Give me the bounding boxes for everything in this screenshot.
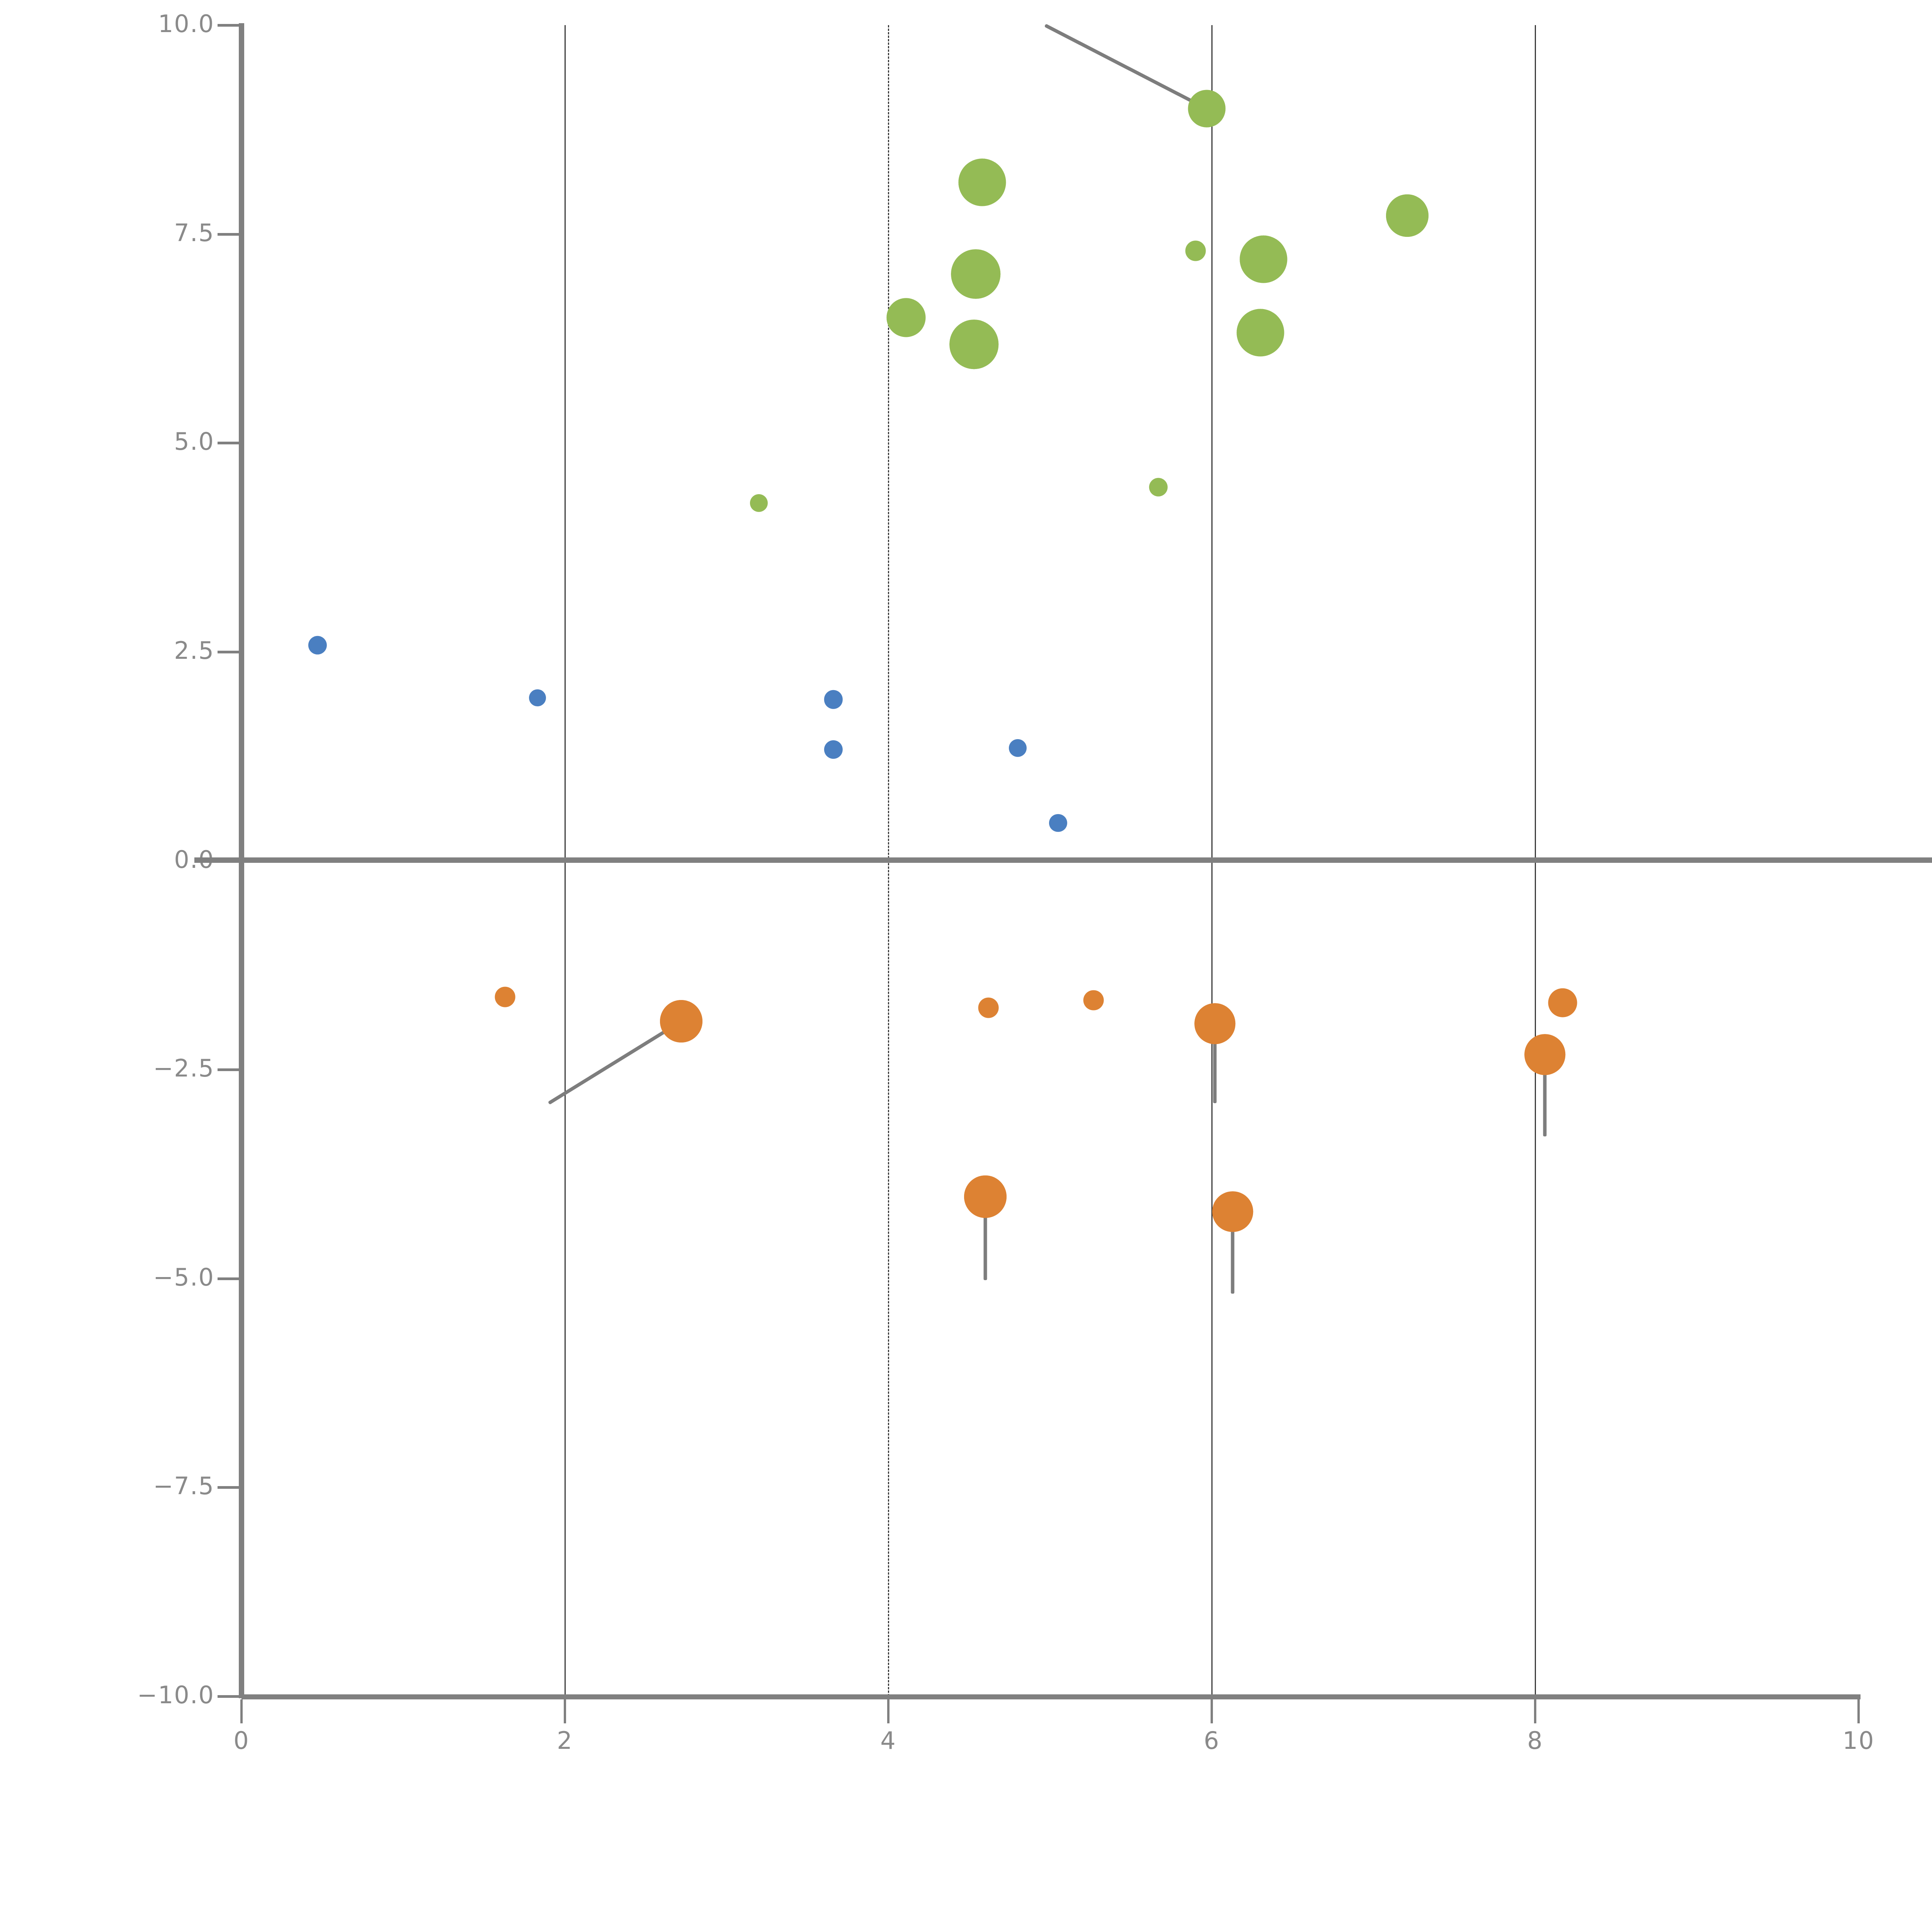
value-stem-line xyxy=(983,1196,987,1281)
scatter-point-orange[interactable] xyxy=(1083,990,1104,1011)
value-stem-line xyxy=(1543,1054,1547,1137)
x-axis-tick-label: 10 xyxy=(1842,1726,1875,1755)
scatter-point-blue[interactable] xyxy=(529,689,546,706)
scatter-point-orange-overlay[interactable] xyxy=(964,1175,1007,1218)
scatter-point-green-overlay[interactable] xyxy=(958,158,1006,206)
y-axis-tick-label: 10.0 xyxy=(158,10,214,38)
scatter-point-green[interactable] xyxy=(750,494,768,512)
x-tick-mark xyxy=(1211,1699,1213,1723)
x-axis-tick-label: 0 xyxy=(233,1726,250,1755)
scatter-point-orange-overlay[interactable] xyxy=(1212,1191,1253,1232)
y-tick-mark xyxy=(218,1277,242,1280)
scatter-point-blue[interactable] xyxy=(1009,739,1027,757)
y-tick-mark xyxy=(218,1486,242,1489)
scatter-point-green-overlay[interactable] xyxy=(1240,235,1287,283)
x-axis-tick-label: 2 xyxy=(557,1726,573,1755)
x-tick-mark xyxy=(1857,1699,1860,1723)
y-axis-tick-label: 2.5 xyxy=(174,636,214,665)
leader-line xyxy=(1044,24,1208,111)
scatter-point-orange[interactable] xyxy=(978,997,999,1018)
value-stem-line xyxy=(1213,1024,1217,1103)
y-tick-mark xyxy=(218,1695,242,1698)
scatter-point-blue[interactable] xyxy=(308,636,327,655)
scatter-point-green-overlay[interactable] xyxy=(1188,90,1226,128)
y-axis-tick-label: −5.0 xyxy=(153,1263,214,1291)
scatter-point-orange[interactable] xyxy=(495,986,515,1007)
y-tick-mark xyxy=(218,24,242,27)
value-stem-line xyxy=(1231,1211,1235,1294)
x-axis-spine xyxy=(242,1694,1861,1699)
y-axis-tick-label: −10.0 xyxy=(137,1681,214,1709)
scatter-point-green-overlay[interactable] xyxy=(886,298,926,337)
scatter-point-orange-overlay[interactable] xyxy=(1524,1034,1565,1075)
zero-reference-line xyxy=(194,857,1932,863)
x-axis-tick-label: 4 xyxy=(880,1726,896,1755)
y-axis-tick-label: 7.5 xyxy=(174,218,214,247)
scatter-point-green[interactable] xyxy=(1185,240,1206,261)
y-axis-tick-label: −2.5 xyxy=(153,1054,214,1083)
scatter-point-blue[interactable] xyxy=(1049,814,1067,832)
x-tick-mark xyxy=(887,1699,889,1723)
x-axis-tick-label: 8 xyxy=(1527,1726,1543,1755)
scatter-point-blue[interactable] xyxy=(824,690,843,709)
x-tick-mark xyxy=(1534,1699,1536,1723)
x-tick-mark xyxy=(240,1699,243,1723)
y-axis-tick-label: −7.5 xyxy=(153,1472,214,1500)
y-axis-tick-label: 5.0 xyxy=(174,427,214,456)
x-axis-tick-label: 6 xyxy=(1204,1726,1220,1755)
leader-line xyxy=(548,1020,682,1105)
scatter-point-orange-overlay[interactable] xyxy=(1194,1003,1236,1044)
scatter-point-orange[interactable] xyxy=(1548,988,1577,1017)
scatter-point-orange-overlay[interactable] xyxy=(660,1000,703,1043)
y-tick-mark xyxy=(218,650,242,653)
scatter-point-green-overlay[interactable] xyxy=(951,249,1000,299)
scatter-point-green-overlay[interactable] xyxy=(1386,194,1429,237)
scatter-point-blue[interactable] xyxy=(824,740,843,759)
y-tick-mark xyxy=(218,1068,242,1071)
x-tick-mark xyxy=(564,1699,566,1723)
y-tick-mark xyxy=(218,442,242,445)
scatter-point-green-overlay[interactable] xyxy=(949,320,999,369)
y-tick-mark xyxy=(218,233,242,236)
scatter-point-green-overlay[interactable] xyxy=(1236,309,1284,357)
scatter-point-green[interactable] xyxy=(1149,478,1168,497)
